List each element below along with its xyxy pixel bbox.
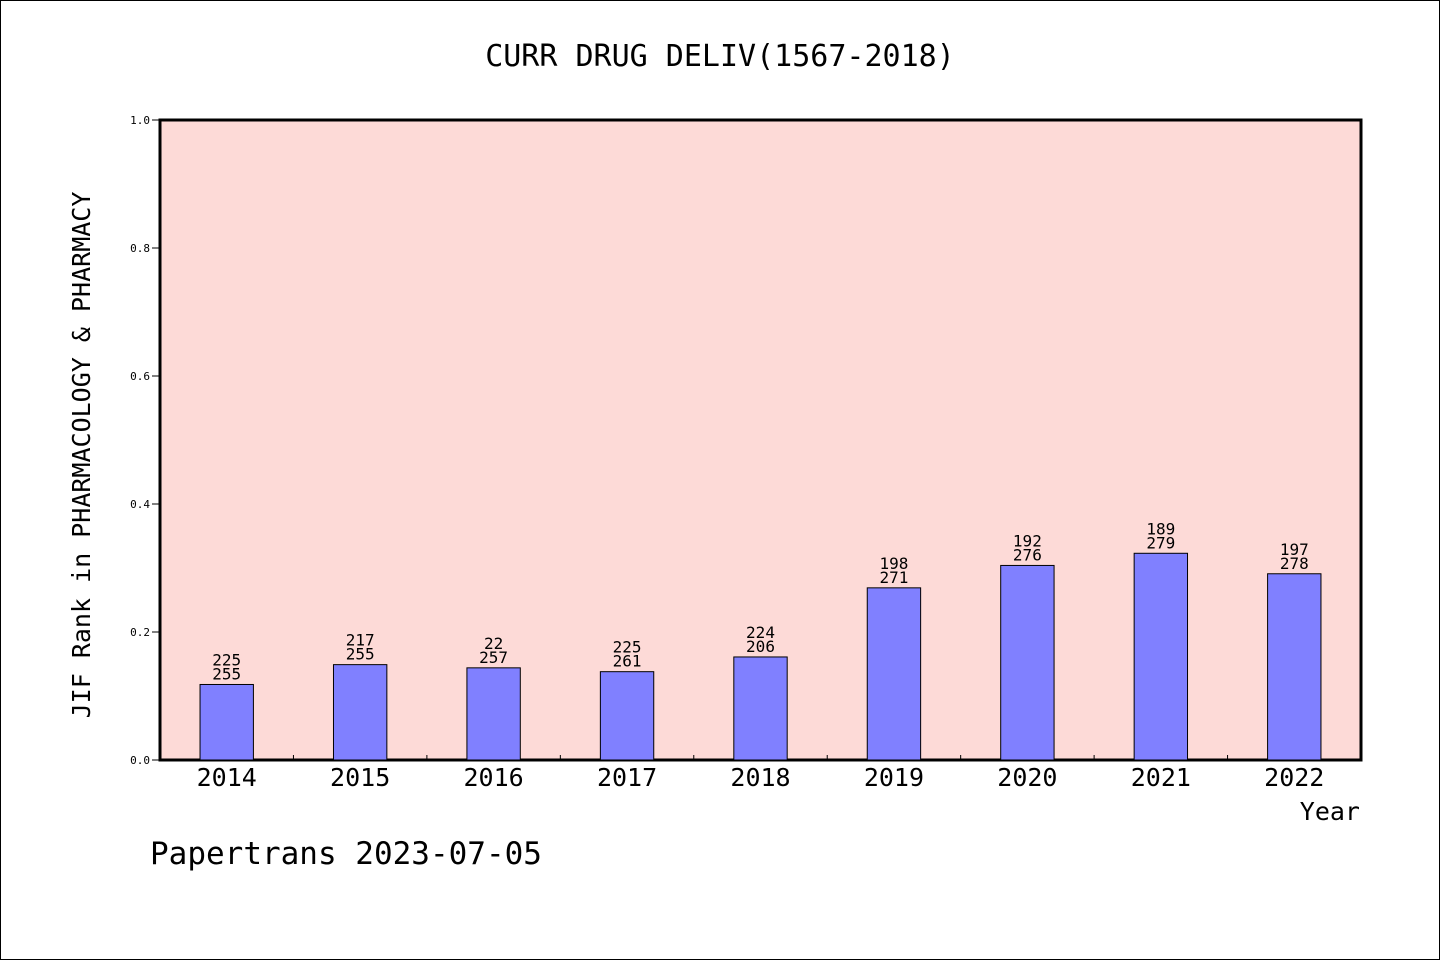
footer-text: Papertrans 2023-07-05	[150, 836, 542, 872]
bar-2021	[1133, 552, 1189, 761]
bar-rank-label: 198	[879, 554, 908, 573]
x-tick-label: 2020	[997, 763, 1057, 792]
chart-title: CURR DRUG DELIV(1567-2018)	[485, 39, 955, 74]
bar-total-label: 276	[1013, 545, 1042, 564]
bar-2022	[1267, 573, 1322, 761]
bar-rank-label: 225	[212, 650, 241, 669]
bar-rank-label: 192	[1013, 531, 1042, 550]
bar-total-label: 257	[479, 648, 508, 667]
bar-rank-label: 197	[1280, 540, 1309, 559]
bar-total-label: 261	[613, 652, 642, 671]
x-tick-label: 2014	[197, 763, 257, 792]
bar-total-label: 255	[346, 645, 375, 664]
y-tick-label: 1.0	[130, 114, 150, 127]
y-tick-label: 0.2	[130, 626, 150, 639]
x-tick-label: 2017	[597, 763, 657, 792]
bar-total-label: 278	[1280, 554, 1309, 573]
bar-2019	[866, 587, 922, 761]
bar-rank-label: 217	[346, 631, 375, 650]
y-tick-label: 0.4	[130, 498, 150, 511]
x-tick-label: 2022	[1264, 763, 1324, 792]
y-tick-label: 0.6	[130, 370, 150, 383]
bar-total-label: 206	[746, 637, 775, 656]
bar-total-label: 279	[1146, 533, 1175, 552]
y-axis: 0.0 0.2 0.4 0.6 0.8 1.0	[130, 114, 160, 767]
bar-rank-label: 225	[613, 638, 642, 657]
bar-total-label: 255	[212, 664, 241, 683]
x-axis-label: Year	[1300, 797, 1360, 826]
bar-2015	[332, 664, 388, 761]
y-tick-label: 0.0	[130, 754, 150, 767]
x-axis: 2014 2015 2016 2017 2018 2019 2020 2021 2022	[197, 755, 1324, 792]
bar-rank-label: 224	[746, 623, 775, 642]
y-axis-label: JIF Rank in PHARMACOLOGY & PHARMACY	[67, 192, 96, 719]
bar-rank-label: 189	[1146, 519, 1175, 538]
bar-rank-label: 22	[484, 634, 503, 653]
x-tick-label: 2016	[464, 763, 524, 792]
bar-2017	[599, 671, 655, 761]
y-tick-label: 0.8	[130, 242, 150, 255]
bars-group	[199, 552, 1322, 761]
x-tick-label: 2021	[1131, 763, 1191, 792]
bar-2014	[199, 683, 254, 761]
bar-total-label: 271	[879, 568, 908, 587]
bar-2016	[466, 667, 521, 761]
bar-2018	[733, 656, 788, 761]
x-tick-label: 2019	[864, 763, 924, 792]
bar-2020	[1000, 564, 1055, 761]
x-tick-label: 2018	[730, 763, 790, 792]
x-tick-label: 2015	[330, 763, 390, 792]
bar-labels-group: 2252552172552225722526122420619827119227…	[212, 519, 1308, 683]
